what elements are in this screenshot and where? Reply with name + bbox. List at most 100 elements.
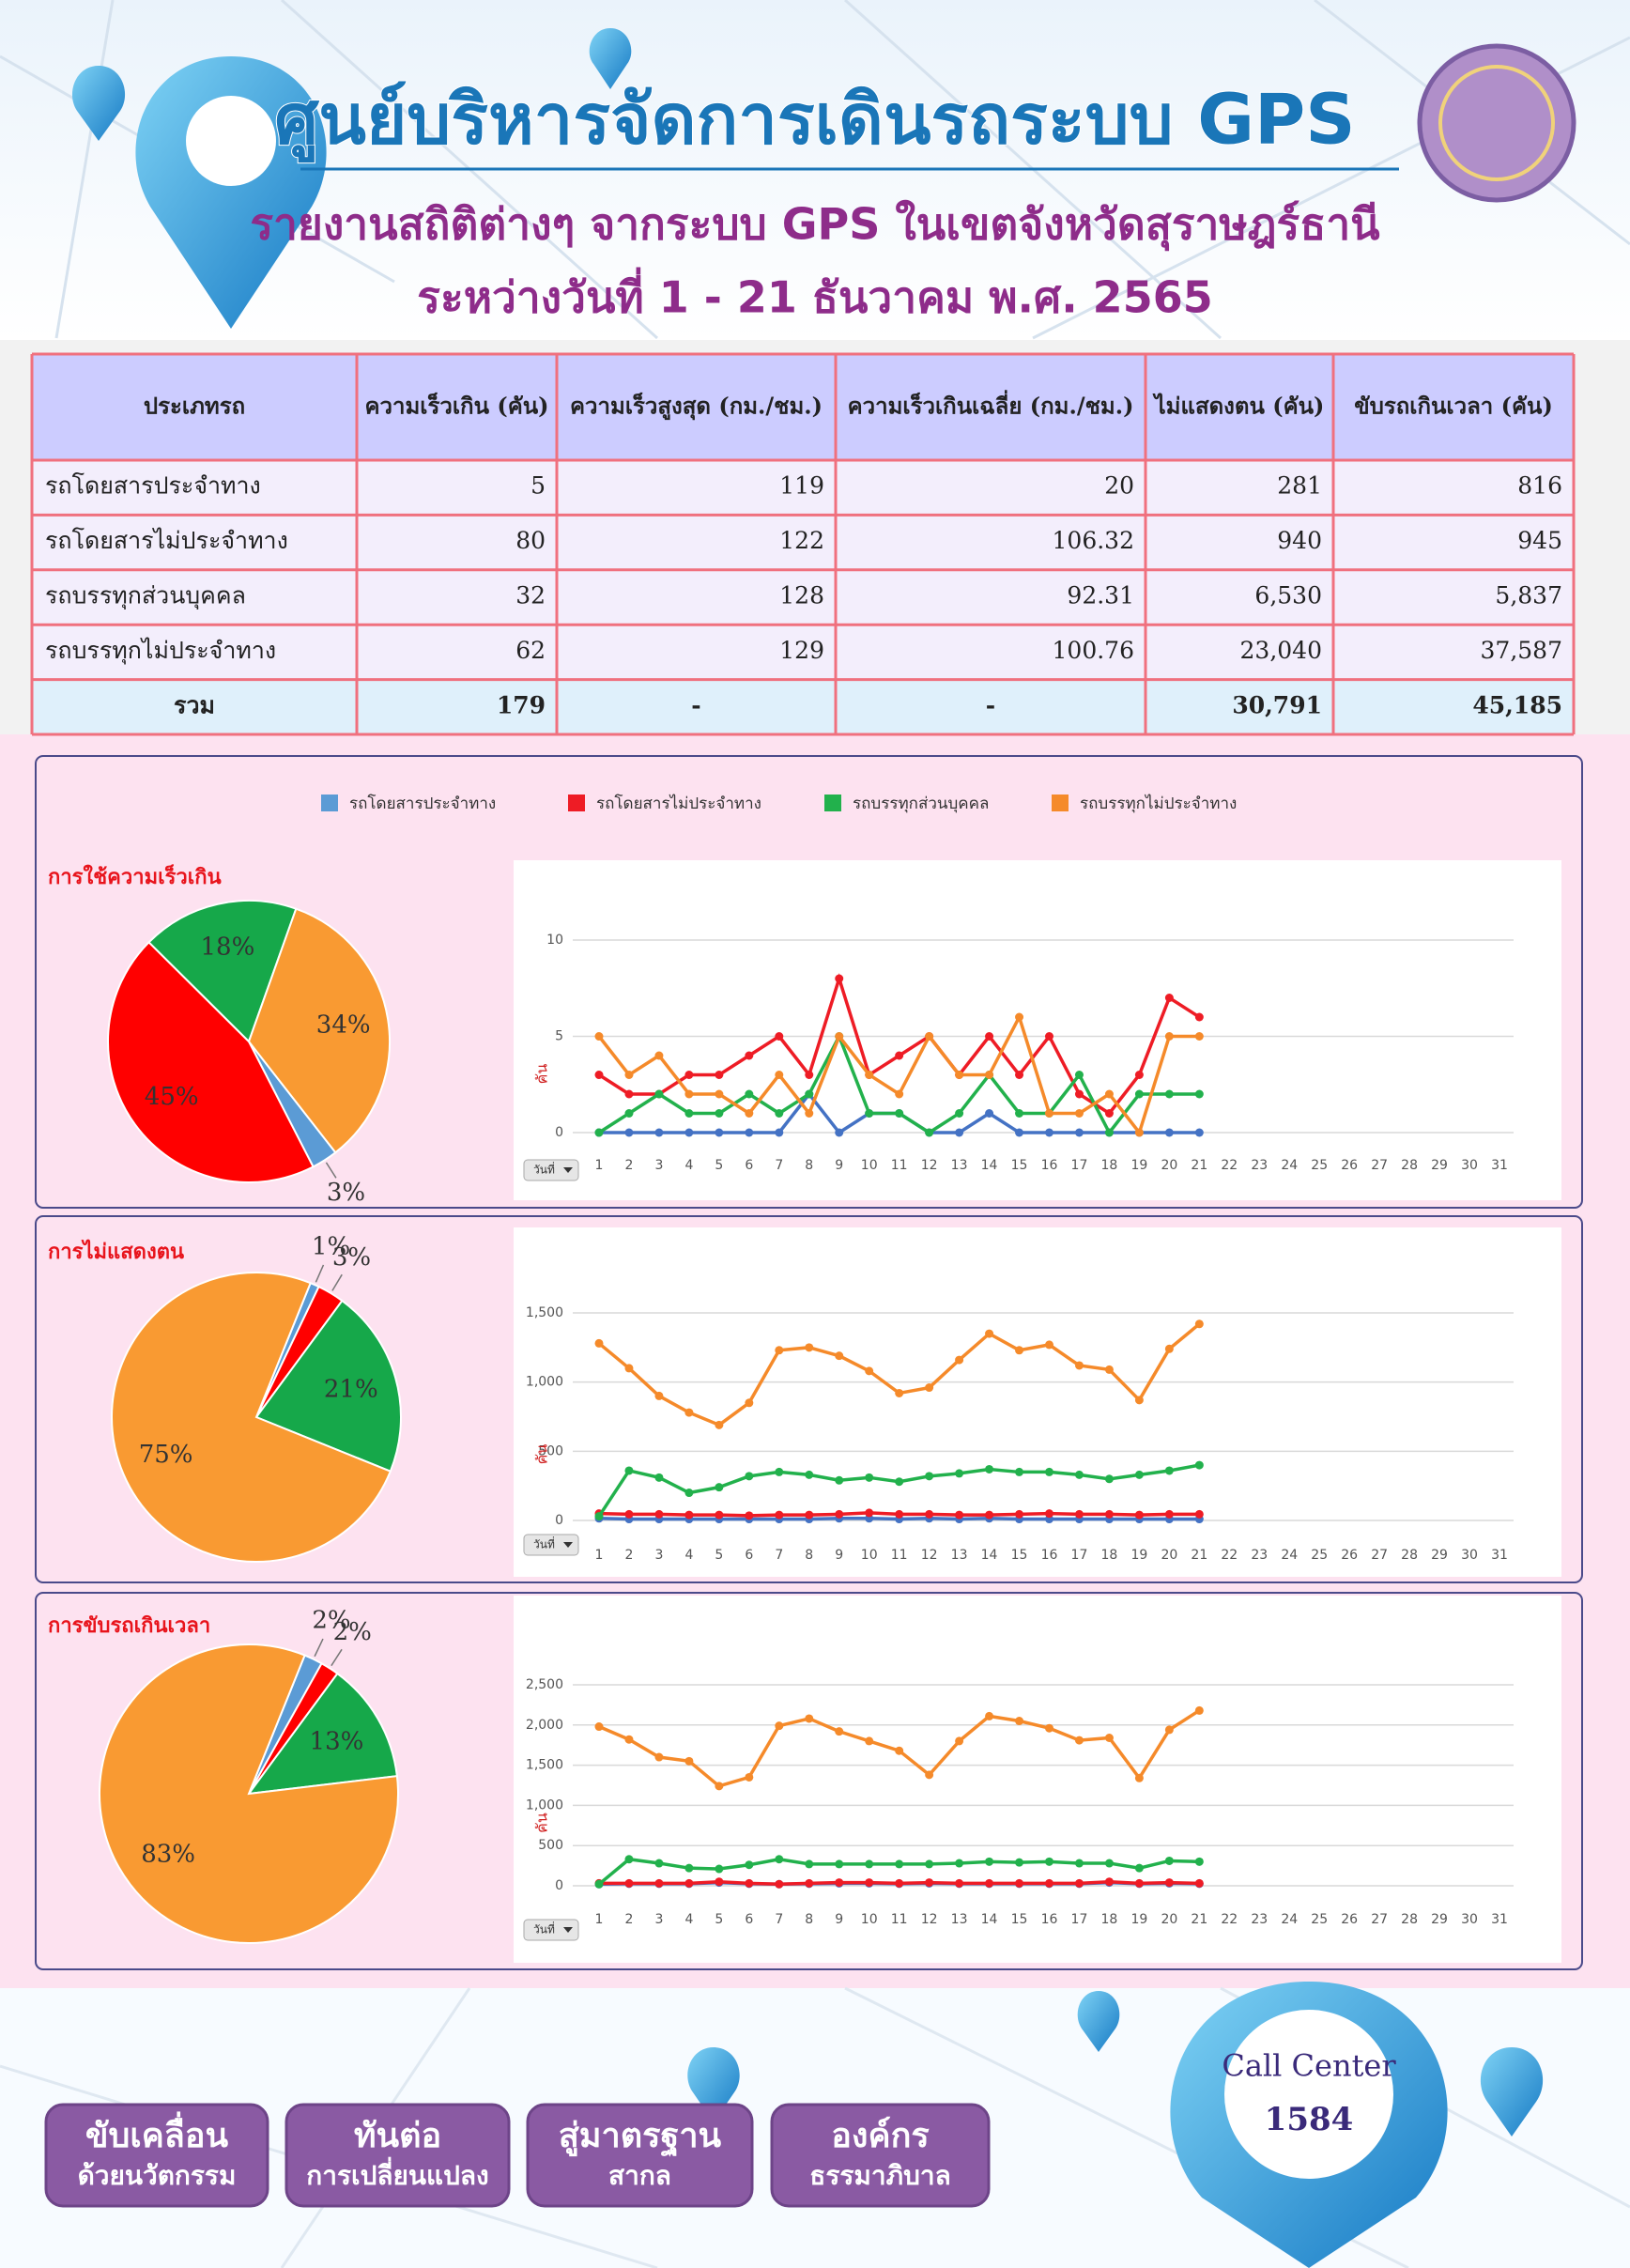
series-point — [985, 1711, 994, 1720]
series-point — [745, 1860, 754, 1870]
y-tick-label: 500 — [538, 1443, 563, 1458]
footer-button-text: ทันต่อ — [354, 2117, 441, 2155]
table-cell: 940 — [1277, 527, 1322, 554]
series-point — [805, 1109, 814, 1118]
series-point — [624, 1466, 634, 1475]
series-point — [1074, 1089, 1084, 1099]
dropdown-arrow — [563, 1542, 573, 1548]
table-header: ความเร็วเกิน (คัน) — [364, 393, 548, 420]
x-tick-label: 15 — [1011, 1548, 1028, 1563]
footer-button — [770, 2103, 991, 2208]
series-point — [1164, 1344, 1174, 1353]
x-tick-label: 10 — [861, 1548, 878, 1563]
dropdown — [523, 1159, 579, 1181]
table-cell: 30,791 — [1232, 691, 1322, 718]
x-tick-label: 22 — [1221, 1548, 1238, 1563]
series-point — [654, 1859, 664, 1868]
legend-label: รถบรรทุกไม่ประจำทาง — [1080, 794, 1237, 813]
pin-icon — [135, 56, 327, 329]
series-point — [775, 1032, 784, 1041]
dropdown-arrow — [563, 1167, 573, 1173]
series-point — [805, 1878, 814, 1888]
header-title: ศูนย์บริหารจัดการเดินรถระบบ GPS — [274, 80, 1355, 163]
series-point — [1194, 1705, 1204, 1715]
series-point — [1104, 1859, 1114, 1868]
series-point — [775, 1346, 784, 1355]
footer-button-text: ขับเคลื่อน — [85, 2111, 229, 2155]
series-point — [1074, 1470, 1084, 1479]
table-cell: 119 — [779, 472, 824, 500]
y-tick-label: 1,000 — [526, 1375, 563, 1390]
legend-swatch — [321, 795, 338, 811]
series-point — [1015, 1012, 1024, 1022]
series-point — [865, 1366, 874, 1376]
x-tick-label: 26 — [1341, 1548, 1358, 1563]
series-point — [1045, 1857, 1053, 1866]
series-point — [835, 1509, 844, 1519]
pie-label: 75% — [139, 1441, 193, 1469]
series-point — [925, 1859, 934, 1869]
series-point — [654, 1089, 664, 1099]
series-point — [985, 1109, 994, 1118]
series-point — [654, 1128, 664, 1137]
series-point — [895, 1477, 904, 1487]
series-point — [925, 1472, 934, 1481]
series-point — [715, 1128, 724, 1137]
series-point — [805, 1859, 814, 1869]
series-point — [985, 1510, 994, 1520]
x-tick-label: 11 — [891, 1548, 908, 1563]
series-point — [1164, 1032, 1174, 1041]
series-point — [624, 1071, 634, 1079]
table-cell: รถบรรทุกไม่ประจำทาง — [45, 637, 276, 665]
series-point — [715, 1420, 724, 1429]
dropdown-label: วันที่ — [533, 1162, 555, 1177]
series-point — [1134, 1470, 1144, 1479]
dropdown-arrow — [563, 1927, 573, 1933]
series-point — [835, 1859, 844, 1869]
x-tick-label: 4 — [684, 1548, 693, 1563]
series-point — [1074, 1128, 1084, 1137]
series-point — [1104, 1474, 1114, 1484]
call-center-label: Call Center — [1222, 2048, 1396, 2084]
series-point — [805, 1343, 814, 1352]
x-tick-label: 16 — [1041, 1158, 1058, 1173]
series-point — [654, 1752, 664, 1762]
series-point — [654, 1473, 664, 1482]
series-point — [1074, 1878, 1084, 1888]
x-tick-label: 25 — [1311, 1548, 1328, 1563]
pie-label: 21% — [324, 1375, 378, 1403]
series-point — [684, 1089, 694, 1099]
x-tick-label: 18 — [1101, 1912, 1118, 1927]
series-point — [1194, 1032, 1204, 1041]
x-tick-label: 6 — [745, 1158, 753, 1173]
x-tick-label: 8 — [805, 1158, 813, 1173]
series-point — [624, 1109, 634, 1118]
series-point — [1015, 1467, 1024, 1476]
series-point — [1104, 1733, 1114, 1742]
series-point — [1194, 1012, 1204, 1022]
series-point — [684, 1489, 694, 1498]
series-point — [985, 1857, 994, 1866]
panel-title: การใช้ความเร็วเกิน — [48, 863, 222, 889]
pie-label: 2% — [333, 1618, 372, 1646]
series-point — [925, 1770, 934, 1780]
call-pin-face — [1224, 2010, 1393, 2179]
pie-leader — [331, 1273, 343, 1291]
pie-label: 1% — [312, 1233, 350, 1261]
series-point — [805, 1714, 814, 1723]
table-cell: 23,040 — [1240, 637, 1322, 664]
table-cell: 281 — [1277, 472, 1322, 500]
series-point — [594, 1128, 604, 1137]
series-point — [1134, 1089, 1144, 1099]
dropdown-label: วันที่ — [533, 1921, 555, 1936]
x-tick-label: 20 — [1161, 1548, 1177, 1563]
series-point — [925, 1128, 934, 1137]
y-tick-label: 1,500 — [526, 1758, 563, 1773]
x-tick-label: 12 — [921, 1912, 938, 1927]
x-tick-label: 14 — [981, 1158, 998, 1173]
pie-leader — [325, 1162, 337, 1179]
pie-slice — [246, 1672, 398, 1796]
series-point — [1104, 1128, 1114, 1137]
table-row-bg — [32, 625, 1574, 680]
